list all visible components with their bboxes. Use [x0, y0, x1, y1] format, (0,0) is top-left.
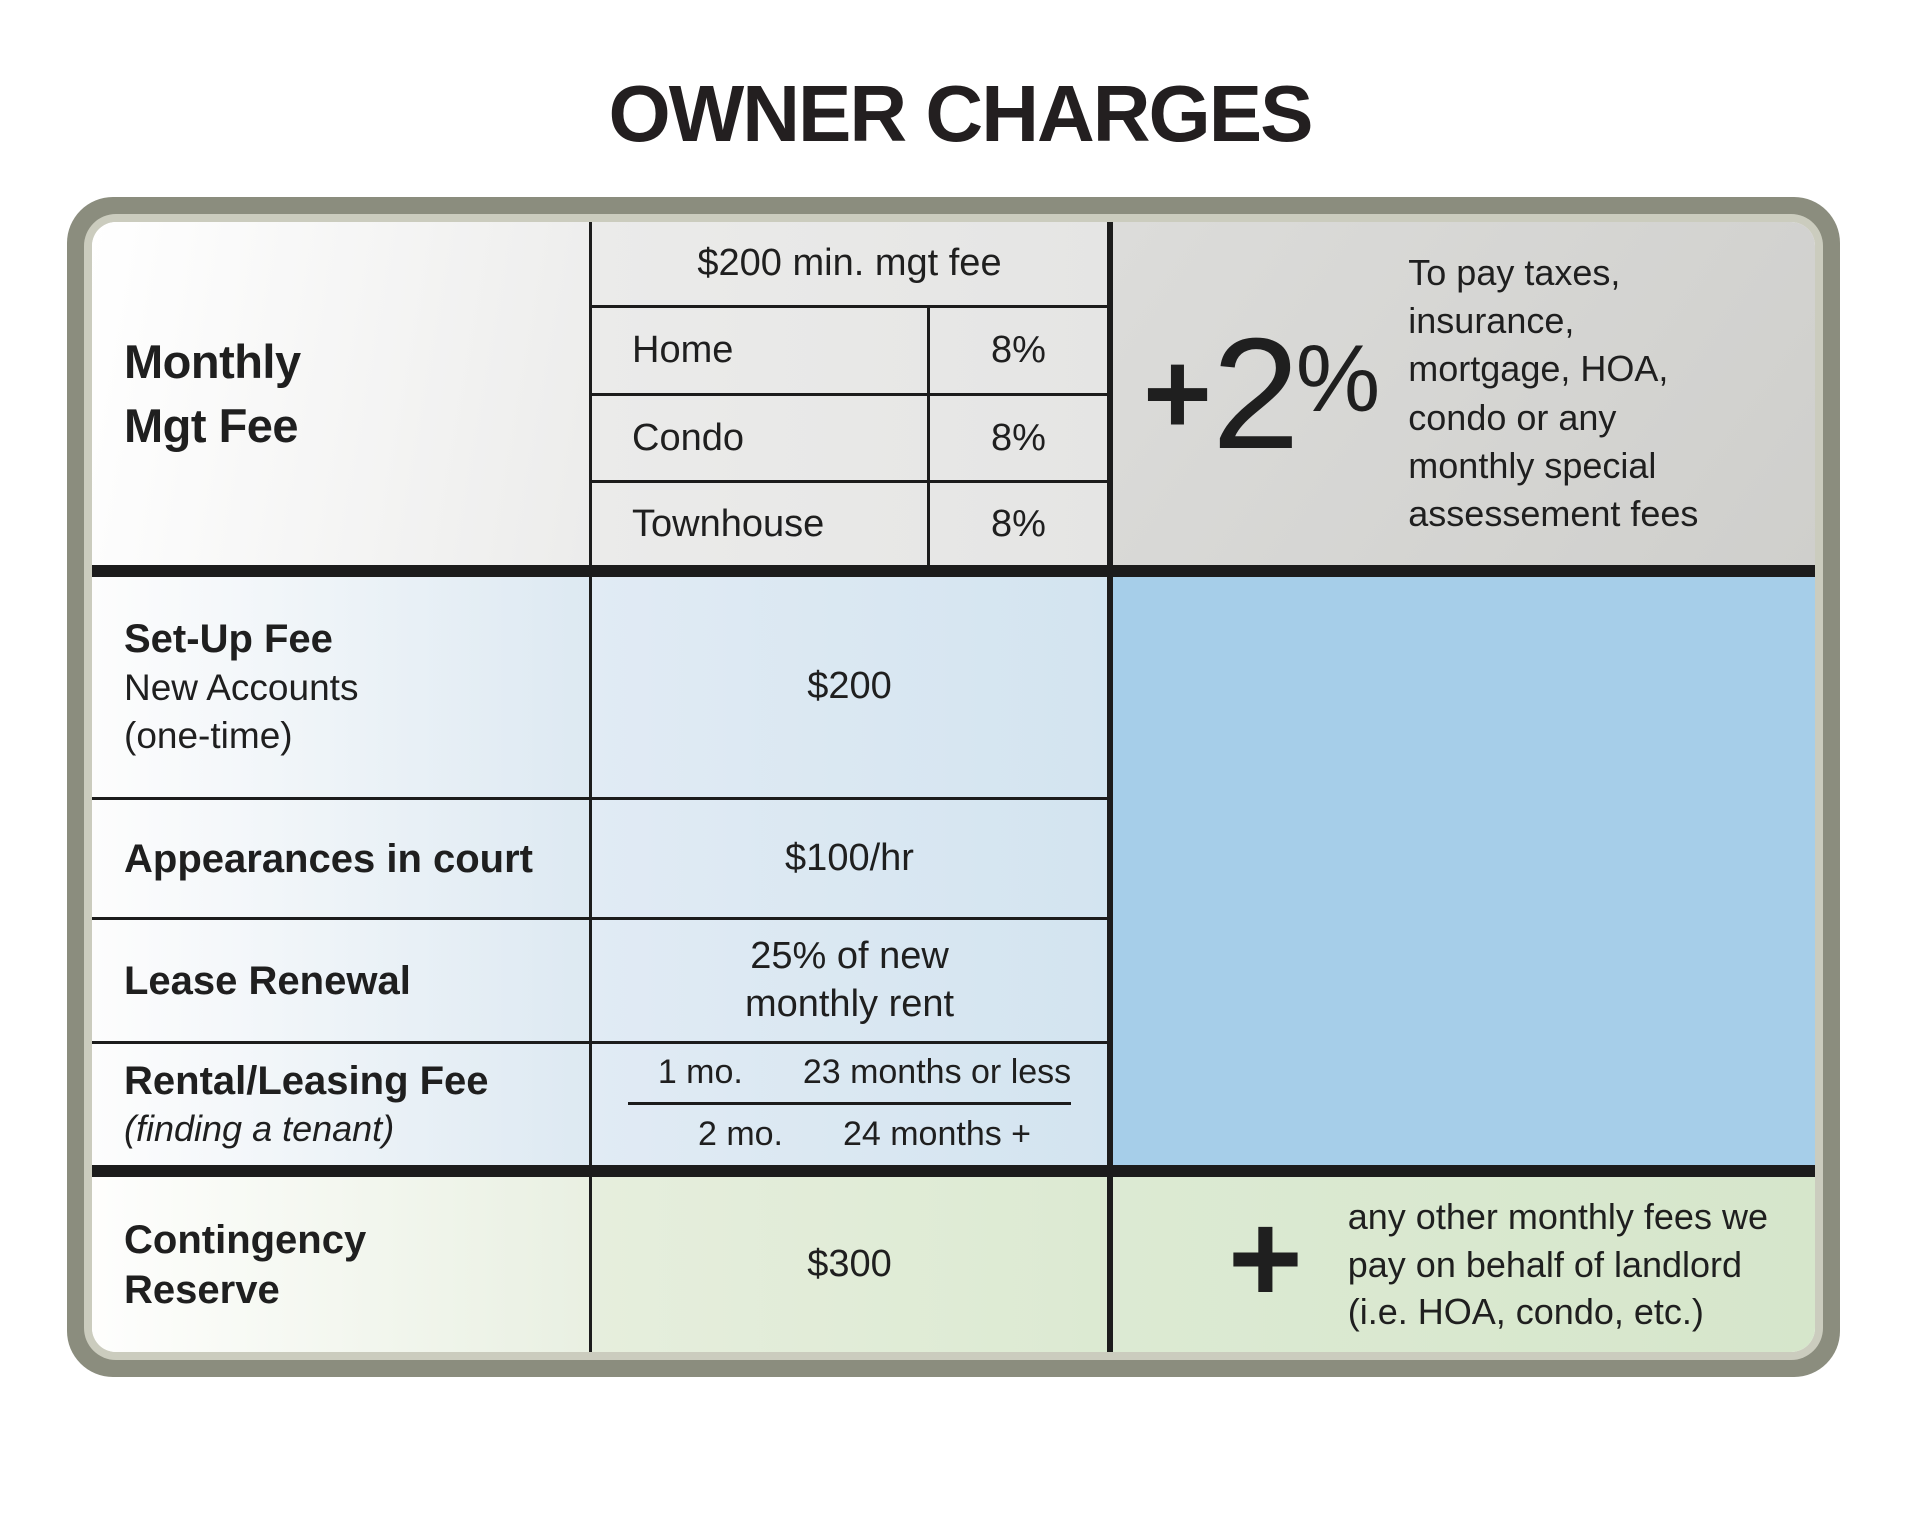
setup-fee-row: Set-Up Fee New Accounts (one-time) $200 [92, 577, 1107, 797]
rental-fee-sub: (finding a tenant) [124, 1108, 395, 1150]
surcharge-note: To pay taxes, insurance, mortgage, HOA, … [1408, 249, 1698, 538]
court-fee-label-cell: Appearances in court [92, 800, 592, 917]
surcharge-cell: +2% To pay taxes, insurance, mortgage, H… [1107, 222, 1815, 565]
contingency-value: $300 [807, 1242, 892, 1285]
surcharge-note-line: condo or any [1408, 396, 1617, 438]
lease-renewal-label-cell: Lease Renewal [92, 920, 592, 1041]
surcharge-number: 2 [1211, 305, 1300, 482]
lease-renewal-value-line1: 25% of new [750, 935, 949, 977]
rental-option-term: 24 months + [842, 1115, 1032, 1154]
monthly-label-line1: Monthly [124, 335, 301, 389]
lease-renewal-value-cell: 25% of new monthly rent [592, 920, 1107, 1041]
setup-fee-label-cell: Set-Up Fee New Accounts (one-time) [92, 577, 592, 797]
lease-renewal-value-line2: monthly rent [744, 982, 955, 1025]
rate-value-condo: 8% [927, 396, 1107, 480]
monthly-rates-subtable: $200 min. mgt fee Home 8% Condo 8% Townh… [592, 222, 1107, 565]
rate-type-home: Home [632, 329, 734, 371]
surcharge-plus-sign: + [1143, 327, 1212, 460]
setup-fee-sub1: New Accounts [124, 666, 359, 708]
rate-row-condo: Condo 8% [592, 393, 1107, 480]
setup-fee-label: Set-Up Fee [124, 616, 333, 661]
blue-spacer-panel [1107, 577, 1815, 1165]
contingency-label-line2: Reserve [124, 1267, 280, 1312]
lease-renewal-row: Lease Renewal 25% of new monthly rent [92, 917, 1107, 1041]
setup-fee-sub2: (one-time) [124, 715, 293, 756]
monthly-label-line2: Mgt Fee [124, 398, 299, 452]
rental-option-row: 2 mo. 24 months + [668, 1105, 1031, 1165]
surcharge-note-line: To pay taxes, [1408, 251, 1621, 293]
monthly-mgt-fee-section: Monthly Mgt Fee $200 min. mgt fee Home 8… [92, 222, 1815, 565]
contingency-reserve-section: Contingency Reserve $300 + any other mon… [92, 1165, 1815, 1352]
contingency-note-line: (i.e. HOA, condo, etc.) [1347, 1291, 1704, 1333]
setup-fee-value-cell: $200 [592, 577, 1107, 797]
plus-two-percent: +2% [1143, 315, 1380, 473]
rate-type-townhouse: Townhouse [632, 502, 825, 545]
contingency-note-cell: + any other monthly fees we pay on behal… [1107, 1177, 1815, 1352]
rental-option-term: 23 months or less [802, 1053, 1072, 1092]
rate-row-home: Home 8% [592, 305, 1107, 393]
rental-fee-options-cell: 1 mo. 23 months or less 2 mo. 24 months … [592, 1044, 1107, 1165]
contingency-note: any other monthly fees we pay on behalf … [1348, 1193, 1768, 1337]
contingency-label-line1: Contingency [124, 1217, 367, 1262]
rate-type-condo: Condo [632, 416, 744, 459]
rental-fee-label: Rental/Leasing Fee [124, 1059, 489, 1104]
owner-charges-table: Monthly Mgt Fee $200 min. mgt fee Home 8… [92, 222, 1815, 1352]
contingency-value-cell: $300 [592, 1177, 1107, 1352]
contingency-label-cell: Contingency Reserve [92, 1177, 592, 1352]
rental-fee-label-cell: Rental/Leasing Fee (finding a tenant) [92, 1044, 592, 1165]
contingency-note-line: pay on behalf of landlord [1347, 1243, 1743, 1285]
surcharge-note-line: mortgage, HOA, [1408, 348, 1669, 390]
service-fees-rows: Set-Up Fee New Accounts (one-time) $200 … [92, 577, 1107, 1165]
min-mgt-fee-cell: $200 min. mgt fee [592, 222, 1107, 305]
rental-leasing-fee-row: Rental/Leasing Fee (finding a tenant) 1 … [92, 1041, 1107, 1165]
service-fees-section: Set-Up Fee New Accounts (one-time) $200 … [92, 565, 1815, 1165]
setup-fee-value: $200 [807, 665, 892, 708]
monthly-mgt-fee-label-cell: Monthly Mgt Fee [92, 222, 592, 565]
owner-charges-table-frame: Monthly Mgt Fee $200 min. mgt fee Home 8… [67, 197, 1840, 1377]
court-fee-label: Appearances in court [124, 836, 534, 881]
surcharge-note-line: monthly special [1408, 444, 1657, 486]
rate-value-townhouse: 8% [927, 483, 1107, 565]
page-title: OWNER CHARGES [608, 69, 1314, 158]
lease-renewal-label: Lease Renewal [124, 958, 411, 1003]
court-fee-value-cell: $100/hr [592, 800, 1107, 917]
rental-option-fee: 1 mo. [657, 1053, 743, 1092]
court-fee-value: $100/hr [785, 836, 914, 879]
surcharge-note-line: assessement fees [1408, 492, 1699, 534]
rental-option-row: 1 mo. 23 months or less [627, 1044, 1072, 1105]
table-frame-inner-border: Monthly Mgt Fee $200 min. mgt fee Home 8… [84, 214, 1823, 1360]
rental-option-fee: 2 mo. [697, 1115, 784, 1154]
surcharge-note-line: insurance, [1408, 300, 1575, 342]
rate-row-townhouse: Townhouse 8% [592, 480, 1107, 565]
contingency-note-line: any other monthly fees we [1347, 1195, 1768, 1237]
rate-value-home: 8% [927, 308, 1107, 393]
surcharge-percent-sign: % [1295, 326, 1381, 432]
court-fee-row: Appearances in court $100/hr [92, 797, 1107, 917]
min-mgt-fee-text: $200 min. mgt fee [697, 241, 1002, 284]
